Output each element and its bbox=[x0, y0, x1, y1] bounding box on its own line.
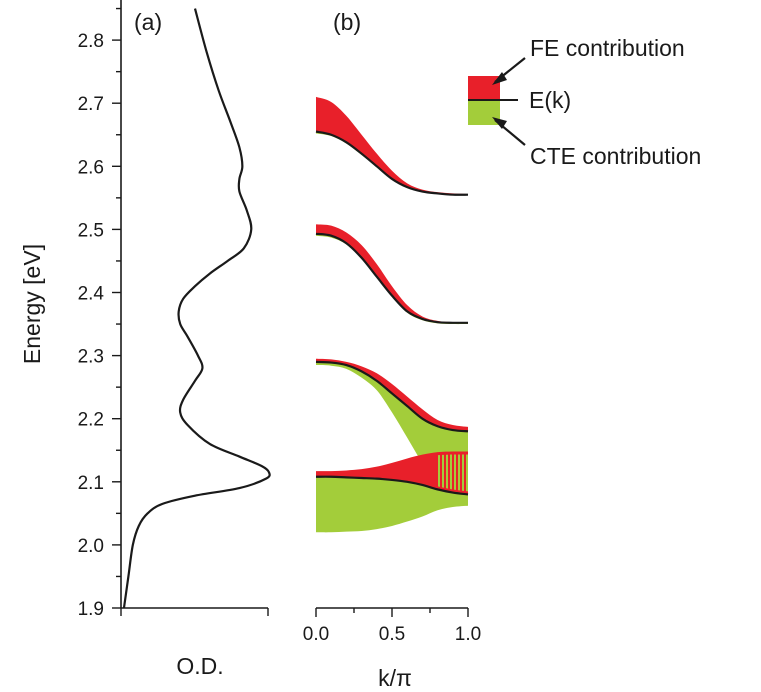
y-tick-label: 2.6 bbox=[78, 157, 104, 178]
y-tick-label: 2.4 bbox=[78, 284, 105, 305]
y-tick-label: 1.9 bbox=[78, 599, 104, 620]
legend-cte-label: CTE contribution bbox=[530, 143, 701, 169]
legend-cte-arrow bbox=[492, 117, 526, 146]
ek-line-0 bbox=[315, 130, 469, 196]
panel-a: 1.92.02.12.22.32.42.52.62.72.8 (a) O.D. … bbox=[19, 0, 271, 679]
panel-a-x-label: O.D. bbox=[176, 653, 223, 679]
legend: FE contribution E(k) CTE contribution bbox=[468, 35, 701, 169]
y-tick-label: 2.0 bbox=[78, 536, 104, 557]
y-tick-label: 2.7 bbox=[78, 94, 104, 115]
x-tick-label: 0.0 bbox=[303, 624, 329, 645]
ek-line-3 bbox=[315, 475, 469, 496]
legend-fe-arrow bbox=[492, 57, 526, 85]
panel-a-label: (a) bbox=[134, 9, 162, 35]
fe-band-0 bbox=[316, 96, 468, 195]
y-tick-label: 2.1 bbox=[78, 473, 104, 494]
panel-a-x-axis bbox=[120, 607, 269, 616]
fe-band-3 bbox=[316, 451, 468, 495]
ek-line-2 bbox=[315, 360, 469, 433]
panel-b: 0.0 0.5 1.0 (b) k/π bbox=[303, 9, 481, 691]
overlap-hatch-3 bbox=[437, 454, 468, 492]
bands bbox=[315, 96, 469, 533]
od-spectrum-line bbox=[122, 8, 271, 609]
y-tick-label: 2.3 bbox=[78, 347, 104, 368]
legend-fe-swatch bbox=[468, 76, 500, 100]
y-tick-label: 2.8 bbox=[78, 31, 104, 52]
y-axis-label: Energy [eV] bbox=[19, 244, 45, 364]
y-ticks: 1.9 2.0 2.1 2.2 2.3 2.4 2.5 2.6 2.7 2.8 bbox=[78, 7, 121, 620]
panel-b-label: (b) bbox=[333, 9, 361, 35]
x-tick-label: 1.0 bbox=[455, 624, 481, 645]
y-tick-label: 2.2 bbox=[78, 410, 104, 431]
cte-band-3 bbox=[316, 476, 468, 533]
cte-band-1 bbox=[316, 233, 468, 325]
x-tick-label: 0.5 bbox=[379, 624, 405, 645]
legend-ek-label: E(k) bbox=[529, 87, 571, 113]
panel-b-x-label: k/π bbox=[378, 665, 412, 691]
y-tick-label: 2.5 bbox=[78, 220, 104, 241]
ek-line-1 bbox=[315, 232, 469, 324]
x-ticks: 0.0 0.5 1.0 bbox=[303, 608, 481, 645]
panel-b-x-axis: 0.0 0.5 1.0 bbox=[303, 607, 481, 645]
panel-a-y-axis: 1.9 2.0 2.1 2.2 2.3 2.4 2.5 2.6 2.7 2.8 bbox=[78, 0, 122, 620]
cte-band-0 bbox=[316, 131, 468, 196]
legend-fe-label: FE contribution bbox=[530, 35, 685, 61]
